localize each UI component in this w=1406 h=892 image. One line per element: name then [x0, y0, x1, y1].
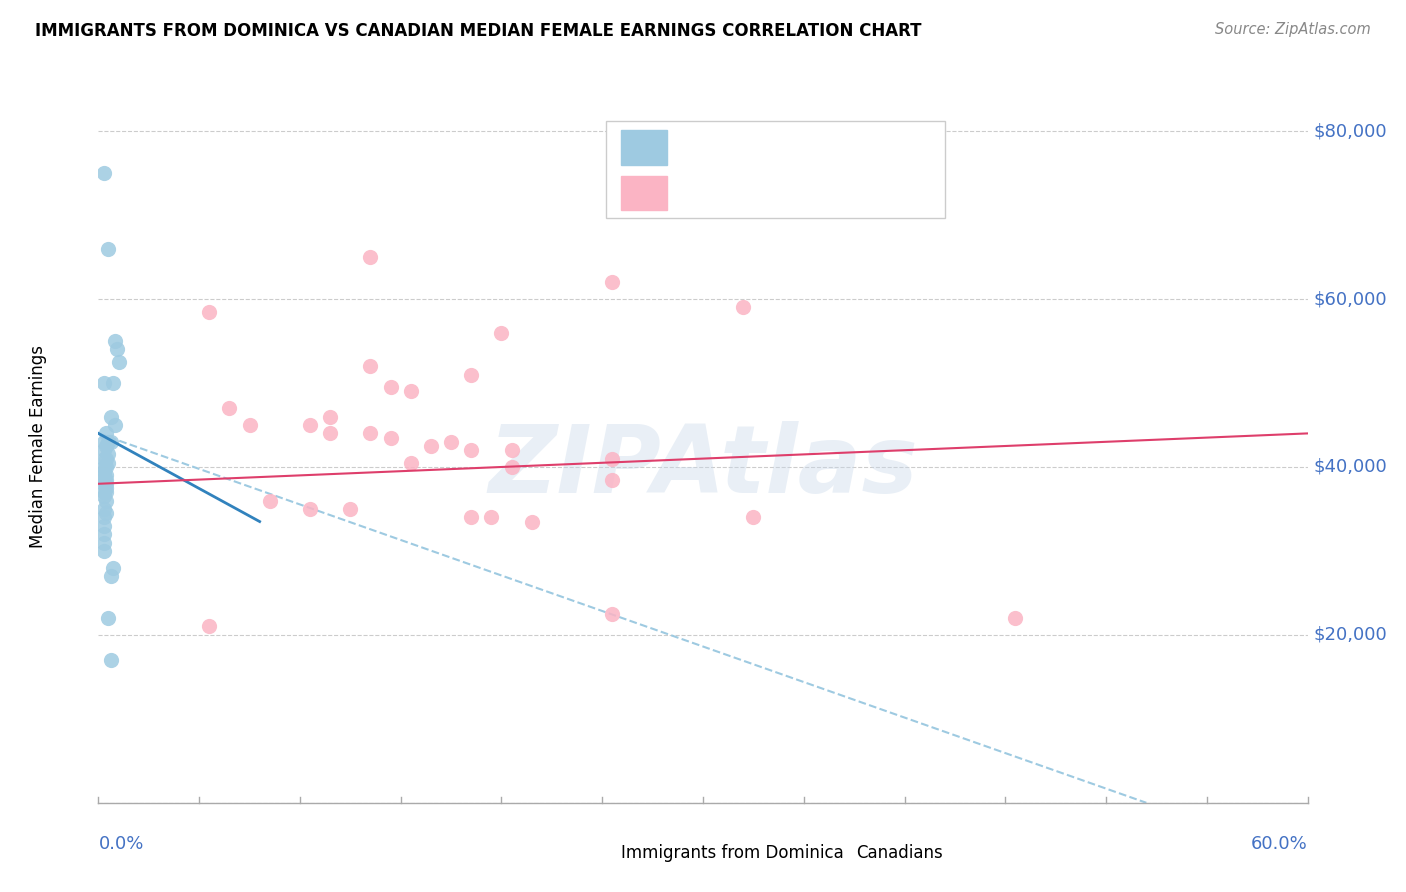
- Point: [93, 489, 115, 503]
- Text: 0.0%: 0.0%: [98, 835, 143, 853]
- Text: $60,000: $60,000: [1313, 290, 1388, 308]
- Text: Median Female Earnings: Median Female Earnings: [30, 344, 46, 548]
- Point: [198, 304, 221, 318]
- Point: [93, 443, 115, 458]
- Point: [600, 275, 623, 289]
- Point: [96, 476, 118, 491]
- Text: R = -0.151   N = 44: R = -0.151 N = 44: [689, 137, 911, 158]
- Point: [93, 451, 115, 466]
- Point: [319, 409, 342, 424]
- Point: [380, 431, 402, 445]
- Point: [460, 510, 482, 524]
- Point: [100, 409, 122, 424]
- Point: [481, 510, 503, 524]
- Point: [93, 518, 115, 533]
- Point: [501, 460, 523, 475]
- Text: $20,000: $20,000: [1313, 626, 1388, 644]
- Point: [100, 434, 122, 449]
- Point: [491, 326, 513, 340]
- Point: [360, 426, 382, 441]
- Point: [198, 619, 221, 633]
- Point: [96, 468, 118, 483]
- Point: [399, 456, 422, 470]
- Text: Source: ZipAtlas.com: Source: ZipAtlas.com: [1215, 22, 1371, 37]
- Point: [96, 451, 118, 466]
- Point: [93, 502, 115, 516]
- Point: [100, 569, 122, 583]
- Point: [97, 447, 120, 461]
- Point: [93, 166, 115, 180]
- Point: [93, 473, 115, 487]
- Point: [239, 417, 262, 432]
- Point: [460, 368, 482, 382]
- Point: [96, 473, 118, 487]
- Point: [103, 417, 125, 432]
- Point: [96, 481, 118, 495]
- Point: [93, 527, 115, 541]
- Point: [93, 510, 115, 524]
- Point: [600, 473, 623, 487]
- Point: [600, 451, 623, 466]
- Bar: [621, 176, 666, 210]
- Point: [93, 460, 115, 475]
- Point: [339, 502, 361, 516]
- Point: [93, 434, 115, 449]
- Point: [96, 485, 118, 500]
- Point: [97, 434, 120, 449]
- Point: [520, 515, 543, 529]
- Point: [742, 510, 765, 524]
- Point: [440, 434, 463, 449]
- Text: R = 0.046   N = 34: R = 0.046 N = 34: [689, 183, 903, 202]
- Bar: [582, 842, 609, 863]
- Point: [93, 376, 115, 390]
- Point: [319, 426, 342, 441]
- Bar: [621, 130, 666, 165]
- Point: [93, 485, 115, 500]
- Text: 60.0%: 60.0%: [1251, 835, 1308, 853]
- Point: [93, 535, 115, 549]
- Point: [96, 439, 118, 453]
- Bar: [818, 842, 845, 863]
- Point: [1004, 611, 1026, 625]
- Point: [96, 506, 118, 520]
- Point: [360, 250, 382, 264]
- Point: [96, 493, 118, 508]
- Point: [96, 460, 118, 475]
- Point: [93, 468, 115, 483]
- Text: Immigrants from Dominica: Immigrants from Dominica: [621, 844, 844, 862]
- Point: [93, 476, 115, 491]
- Point: [97, 242, 120, 256]
- Point: [96, 426, 118, 441]
- Text: IMMIGRANTS FROM DOMINICA VS CANADIAN MEDIAN FEMALE EARNINGS CORRELATION CHART: IMMIGRANTS FROM DOMINICA VS CANADIAN MED…: [35, 22, 922, 40]
- Point: [501, 443, 523, 458]
- Text: $40,000: $40,000: [1313, 458, 1388, 476]
- Point: [600, 607, 623, 621]
- Point: [97, 456, 120, 470]
- Point: [360, 359, 382, 374]
- Point: [103, 334, 125, 348]
- Point: [299, 417, 322, 432]
- Point: [101, 376, 124, 390]
- Point: [218, 401, 240, 416]
- Point: [105, 343, 128, 357]
- Point: [733, 301, 755, 315]
- Point: [380, 380, 402, 394]
- Point: [259, 493, 281, 508]
- Point: [101, 560, 124, 574]
- FancyBboxPatch shape: [606, 121, 945, 218]
- Point: [419, 439, 441, 453]
- Point: [97, 611, 120, 625]
- Point: [100, 653, 122, 667]
- Text: $80,000: $80,000: [1313, 122, 1388, 140]
- Point: [93, 544, 115, 558]
- Point: [93, 464, 115, 478]
- Point: [107, 355, 129, 369]
- Text: ZIPAtlas: ZIPAtlas: [488, 421, 918, 514]
- Text: Canadians: Canadians: [856, 844, 943, 862]
- Point: [399, 384, 422, 399]
- Point: [460, 443, 482, 458]
- Point: [299, 502, 322, 516]
